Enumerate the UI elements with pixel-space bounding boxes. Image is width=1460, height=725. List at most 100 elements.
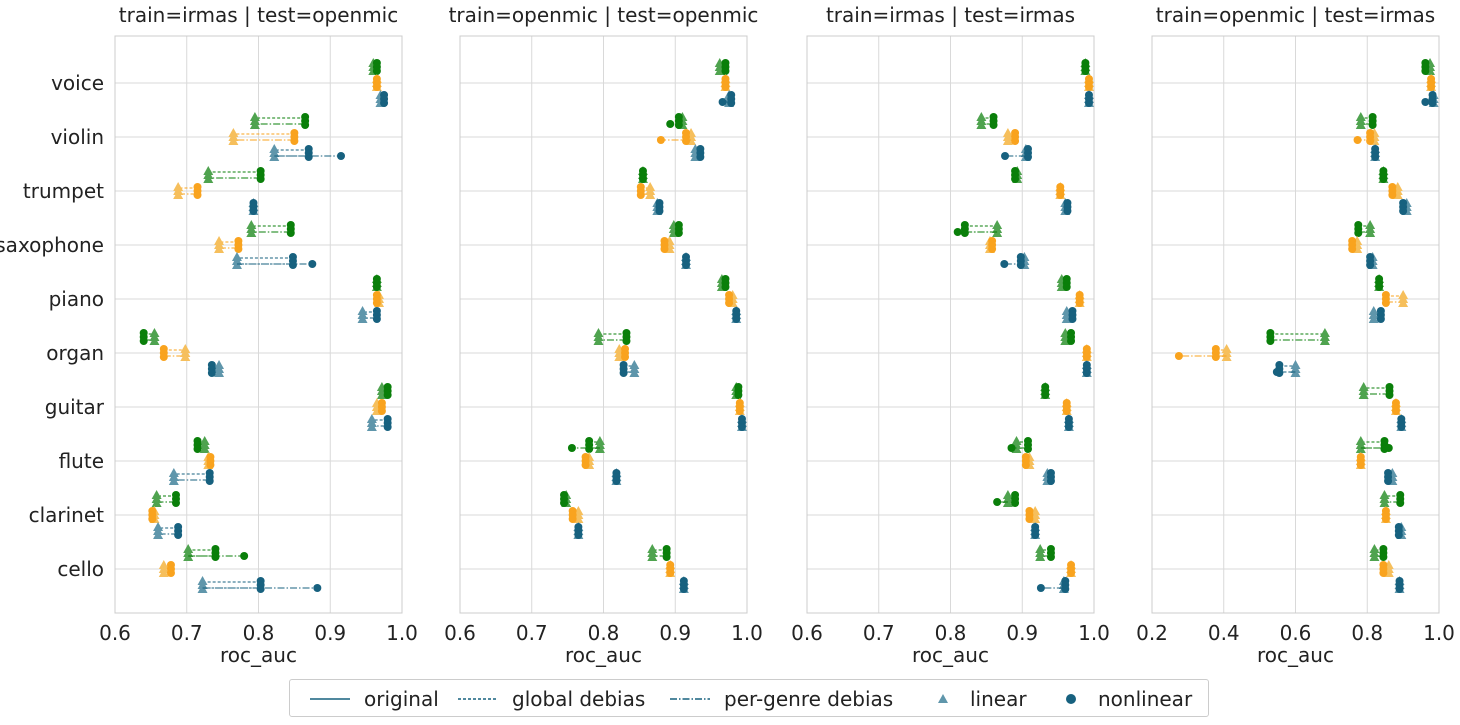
nonlinear-marker: [1062, 283, 1071, 291]
nonlinear-marker: [148, 515, 157, 523]
nonlinear-marker: [139, 337, 148, 345]
nonlinear-marker: [193, 191, 202, 199]
y-tick-label: guitar: [45, 395, 105, 419]
x-tick-label: 0.8: [1351, 621, 1383, 645]
nonlinear-marker: [1021, 461, 1030, 469]
legend-entry-nonlinear: nonlinear: [1058, 680, 1192, 718]
nonlinear-marker: [1082, 353, 1091, 361]
legend-label: linear: [970, 687, 1027, 711]
nonlinear-marker: [1068, 315, 1077, 323]
outlier-marker: [718, 98, 727, 106]
x-tick-label: 1.0: [1078, 621, 1110, 645]
nonlinear-marker: [1394, 531, 1403, 539]
linear-marker: [180, 352, 191, 361]
nonlinear-marker: [1376, 315, 1385, 323]
linear-marker: [203, 174, 214, 183]
nonlinear-marker: [1399, 207, 1408, 215]
nonlinear-marker: [1379, 175, 1388, 183]
linear-marker: [1358, 390, 1369, 399]
nonlinear-marker: [1063, 207, 1072, 215]
x-tick-label: 1.0: [386, 621, 418, 645]
nonlinear-marker: [1421, 67, 1430, 75]
nonlinear-marker: [166, 569, 175, 577]
nonlinear-marker: [290, 137, 299, 145]
nonlinear-marker: [674, 121, 683, 129]
x-tick-label: 1.0: [1423, 621, 1455, 645]
outlier-marker: [337, 152, 346, 160]
linear-marker: [149, 336, 160, 345]
linear-marker: [1398, 298, 1409, 307]
nonlinear-marker: [1397, 423, 1406, 431]
nonlinear-marker: [1046, 477, 1055, 485]
nonlinear-marker: [568, 515, 577, 523]
nonlinear-marker: [621, 353, 630, 361]
nonlinear-marker: [1011, 175, 1020, 183]
nonlinear-marker: [1011, 499, 1020, 507]
nonlinear-marker: [1366, 261, 1375, 269]
nonlinear-marker: [1427, 83, 1436, 91]
nonlinear-marker: [1266, 337, 1275, 345]
nonlinear-marker: [560, 499, 569, 507]
nonlinear-marker: [174, 531, 183, 539]
nonlinear-marker: [682, 137, 691, 145]
x-tick-label: 0.8: [243, 621, 275, 645]
outlier-marker: [567, 444, 576, 452]
outlier-marker: [666, 120, 675, 128]
y-tick-label: trumpet: [23, 179, 104, 203]
nonlinear-marker: [206, 461, 215, 469]
plot-frame: [806, 35, 1095, 614]
linear-marker: [593, 336, 604, 345]
x-axis-label: roc_auc: [220, 643, 297, 667]
nonlinear-marker: [1084, 99, 1093, 107]
legend-label: nonlinear: [1098, 687, 1193, 711]
nonlinear-marker: [1385, 391, 1394, 399]
nonlinear-marker: [1211, 353, 1220, 361]
panel-2: 0.6 0.7 0.8 0.9 1.0 train=openmic | test=open…: [444, 3, 763, 667]
nonlinear-marker: [1381, 299, 1390, 307]
nonlinear-marker: [1381, 515, 1390, 523]
nonlinear-marker: [372, 299, 381, 307]
legend-entry-linear: linear: [930, 680, 1027, 718]
nonlinear-marker: [1011, 137, 1020, 145]
nonlinear-marker: [721, 283, 730, 291]
x-tick-label: 0.2: [1136, 621, 1168, 645]
y-tick-label: organ: [46, 341, 104, 365]
nonlinear-marker: [662, 553, 671, 561]
nonlinear-marker: [679, 585, 688, 593]
outlier-marker: [1421, 98, 1430, 106]
nonlinear-marker: [574, 531, 583, 539]
nonlinear-marker: [1428, 99, 1437, 107]
x-axis-label: roc_auc: [1257, 643, 1334, 667]
nonlinear-marker: [1082, 369, 1091, 377]
outlier-marker: [1272, 368, 1281, 376]
nonlinear-marker: [304, 153, 313, 161]
x-axis-label: roc_auc: [565, 643, 642, 667]
y-tick-label: piano: [49, 287, 104, 311]
nonlinear-marker: [301, 121, 310, 129]
legend-label: per-genre debias: [724, 687, 894, 711]
nonlinear-marker: [619, 369, 628, 377]
linear-marker: [1379, 498, 1390, 507]
nonlinear-marker: [1395, 585, 1404, 593]
outlier-marker: [1001, 152, 1010, 160]
y-tick-label: flute: [59, 449, 104, 473]
nonlinear-marker: [1046, 553, 1055, 561]
y-tick-label: voice: [51, 71, 104, 95]
x-tick-label: 0.7: [171, 621, 203, 645]
panel-title: train=irmas | test=irmas: [826, 3, 1075, 27]
outlier-marker: [656, 136, 665, 144]
nonlinear-marker: [256, 585, 265, 593]
y-tick-label: cello: [57, 557, 104, 581]
nonlinear-marker: [696, 153, 705, 161]
y-tick-label: saxophone: [0, 233, 104, 257]
nonlinear-marker: [372, 283, 381, 291]
legend-swatch-solid-line: [310, 698, 350, 700]
x-tick-label: 0.7: [863, 621, 895, 645]
x-tick-label: 1.0: [731, 621, 763, 645]
panel-4: 0.2 0.4 0.6 0.8 1.0 train=openmic | test=irma…: [1136, 3, 1455, 667]
nonlinear-marker: [1356, 461, 1365, 469]
outlier-marker: [1384, 444, 1393, 452]
linear-marker: [249, 120, 260, 129]
nonlinear-marker: [725, 299, 734, 307]
nonlinear-marker: [682, 261, 691, 269]
